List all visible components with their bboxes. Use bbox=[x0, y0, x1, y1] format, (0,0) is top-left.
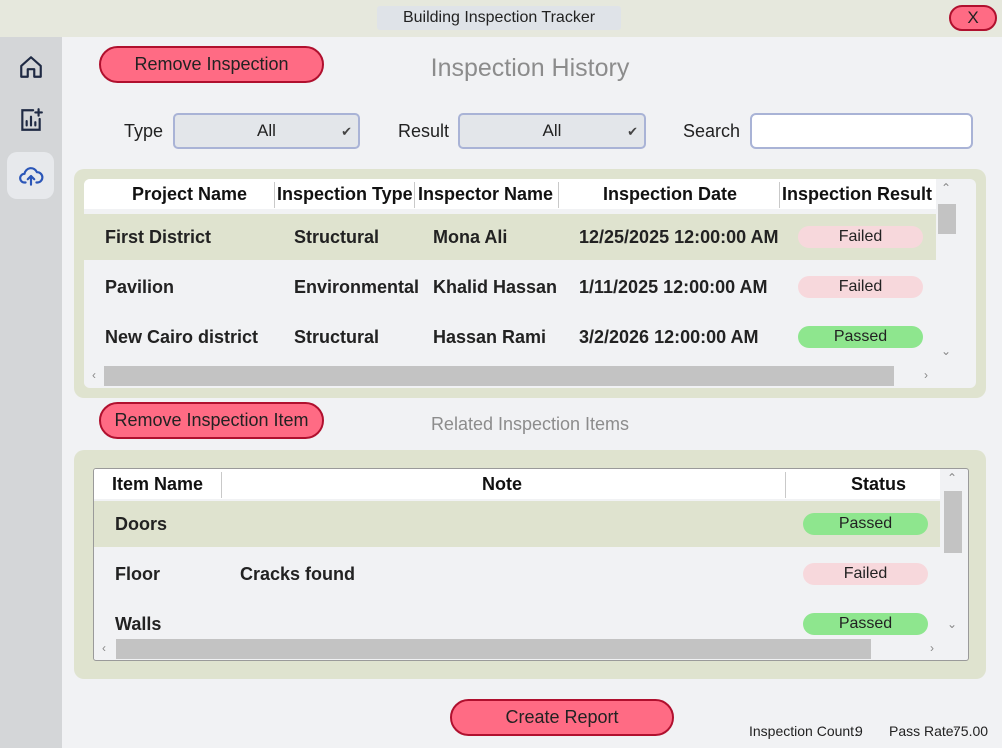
column-header-item-name[interactable]: Item Name bbox=[112, 474, 204, 494]
project-name-cell: First District bbox=[105, 227, 212, 247]
sidebar-item-home[interactable] bbox=[7, 43, 54, 90]
column-header-note[interactable]: Note bbox=[482, 474, 522, 494]
chevron-left-icon[interactable]: ‹ bbox=[92, 368, 96, 382]
inspection-history-heading: Inspection History bbox=[430, 54, 630, 82]
chevron-down-icon[interactable]: ⌄ bbox=[940, 344, 952, 358]
inspection-type-cell: Structural bbox=[294, 227, 380, 247]
inspection-type-cell: Structural bbox=[294, 327, 380, 347]
list-item[interactable]: Floor Cracks found Failed bbox=[94, 551, 940, 597]
column-header-status[interactable]: Status bbox=[851, 474, 907, 494]
column-divider bbox=[558, 182, 559, 208]
status-badge: Failed bbox=[803, 563, 928, 585]
search-label: Search bbox=[683, 121, 741, 141]
project-name-cell: Pavilion bbox=[105, 277, 175, 297]
inspector-name-cell: Khalid Hassan bbox=[433, 277, 558, 297]
item-name-cell: Doors bbox=[115, 514, 168, 534]
column-divider bbox=[221, 472, 222, 498]
result-filter-value: All bbox=[542, 121, 562, 140]
status-badge: Passed bbox=[803, 513, 928, 535]
chevron-left-icon[interactable]: ‹ bbox=[102, 641, 106, 655]
list-item[interactable]: Walls Passed bbox=[94, 601, 940, 647]
inspection-items-panel: Item Name Note Status Doors Passed Floor… bbox=[74, 450, 986, 679]
scrollbar-thumb[interactable] bbox=[938, 204, 956, 234]
inspection-type-cell: Environmental bbox=[294, 277, 420, 297]
column-header-date[interactable]: Inspection Date bbox=[603, 184, 738, 204]
remove-inspection-item-button[interactable]: Remove Inspection Item bbox=[99, 402, 324, 439]
sidebar-item-reports[interactable] bbox=[7, 96, 54, 143]
related-items-heading: Related Inspection Items bbox=[430, 414, 630, 434]
report-add-icon bbox=[20, 107, 43, 131]
inspection-date-cell: 12/25/2025 12:00:00 AM bbox=[579, 227, 779, 247]
sidebar-item-upload[interactable] bbox=[7, 152, 54, 199]
inspection-count-label: Inspection Count: bbox=[749, 723, 858, 739]
result-filter-label: Result bbox=[398, 121, 450, 141]
inspection-date-cell: 1/11/2025 12:00:00 AM bbox=[579, 277, 768, 297]
chevron-right-icon[interactable]: › bbox=[930, 641, 934, 655]
inspector-name-cell: Mona Ali bbox=[433, 227, 508, 247]
column-header-type[interactable]: Inspection Type bbox=[277, 184, 413, 204]
remove-inspection-button[interactable]: Remove Inspection bbox=[99, 46, 324, 83]
items-header-row bbox=[94, 469, 940, 499]
chevron-down-icon: ✔ bbox=[627, 124, 638, 139]
project-name-cell: New Cairo district bbox=[105, 327, 259, 347]
column-divider bbox=[779, 182, 780, 208]
search-input[interactable] bbox=[750, 113, 973, 149]
horizontal-scrollbar[interactable]: ‹ › bbox=[84, 366, 936, 386]
item-name-cell: Floor bbox=[115, 564, 160, 584]
chevron-down-icon: ✔ bbox=[341, 124, 352, 139]
inspection-date-cell: 3/2/2026 12:00:00 AM bbox=[579, 327, 759, 347]
item-note-cell: Cracks found bbox=[240, 564, 356, 584]
chevron-down-icon[interactable]: ⌄ bbox=[946, 617, 958, 631]
scrollbar-thumb[interactable] bbox=[116, 639, 871, 659]
result-filter-select[interactable]: All ✔ bbox=[458, 113, 646, 149]
title-bar: Building Inspection Tracker X bbox=[0, 0, 1002, 37]
chevron-up-icon[interactable]: ⌃ bbox=[946, 471, 958, 485]
pass-rate-value: 75.00 bbox=[953, 723, 989, 739]
status-badge: Failed bbox=[798, 276, 923, 298]
column-header-result[interactable]: Inspection Result bbox=[782, 184, 933, 204]
horizontal-scrollbar[interactable]: ‹ › bbox=[94, 639, 942, 659]
list-item[interactable]: Doors Passed bbox=[94, 501, 940, 547]
status-badge: Failed bbox=[798, 226, 923, 248]
column-header-project[interactable]: Project Name bbox=[132, 184, 248, 204]
column-divider bbox=[785, 472, 786, 498]
type-filter-value: All bbox=[257, 121, 276, 140]
scrollbar-thumb[interactable] bbox=[944, 491, 962, 553]
inspections-header-row bbox=[84, 179, 936, 209]
window-title: Building Inspection Tracker bbox=[377, 6, 621, 30]
column-header-inspector[interactable]: Inspector Name bbox=[418, 184, 554, 204]
cloud-upload-icon bbox=[18, 166, 43, 186]
scrollbar-thumb[interactable] bbox=[104, 366, 894, 386]
main-content: Remove Inspection Inspection History Typ… bbox=[62, 37, 1002, 748]
chevron-up-icon[interactable]: ⌃ bbox=[940, 181, 952, 195]
inspection-count-value: 9 bbox=[855, 723, 863, 739]
home-icon bbox=[19, 55, 42, 78]
vertical-scrollbar[interactable]: ⌃ ⌄ bbox=[942, 469, 962, 637]
item-name-cell: Walls bbox=[115, 614, 162, 634]
column-divider bbox=[274, 182, 275, 208]
table-row[interactable]: First District Structural Mona Ali 12/25… bbox=[84, 214, 936, 260]
inspections-panel: Project Name Inspection Type Inspector N… bbox=[74, 169, 986, 398]
status-badge: Passed bbox=[803, 613, 928, 635]
chevron-right-icon[interactable]: › bbox=[924, 368, 928, 382]
type-filter-select[interactable]: All ✔ bbox=[173, 113, 360, 149]
close-button[interactable]: X bbox=[949, 5, 997, 31]
column-divider bbox=[414, 182, 415, 208]
pass-rate-label: Pass Rate: bbox=[889, 723, 958, 739]
table-row[interactable]: New Cairo district Structural Hassan Ram… bbox=[84, 314, 936, 360]
inspections-grid: Project Name Inspection Type Inspector N… bbox=[84, 179, 976, 388]
sidebar bbox=[0, 37, 62, 748]
table-row[interactable]: Pavilion Environmental Khalid Hassan 1/1… bbox=[84, 264, 936, 310]
type-filter-label: Type bbox=[124, 121, 164, 141]
create-report-button[interactable]: Create Report bbox=[450, 699, 674, 736]
inspector-name-cell: Hassan Rami bbox=[433, 327, 547, 347]
inspection-items-grid: Item Name Note Status Doors Passed Floor… bbox=[93, 468, 969, 661]
status-badge: Passed bbox=[798, 326, 923, 348]
vertical-scrollbar[interactable]: ⌃ ⌄ bbox=[936, 179, 956, 364]
